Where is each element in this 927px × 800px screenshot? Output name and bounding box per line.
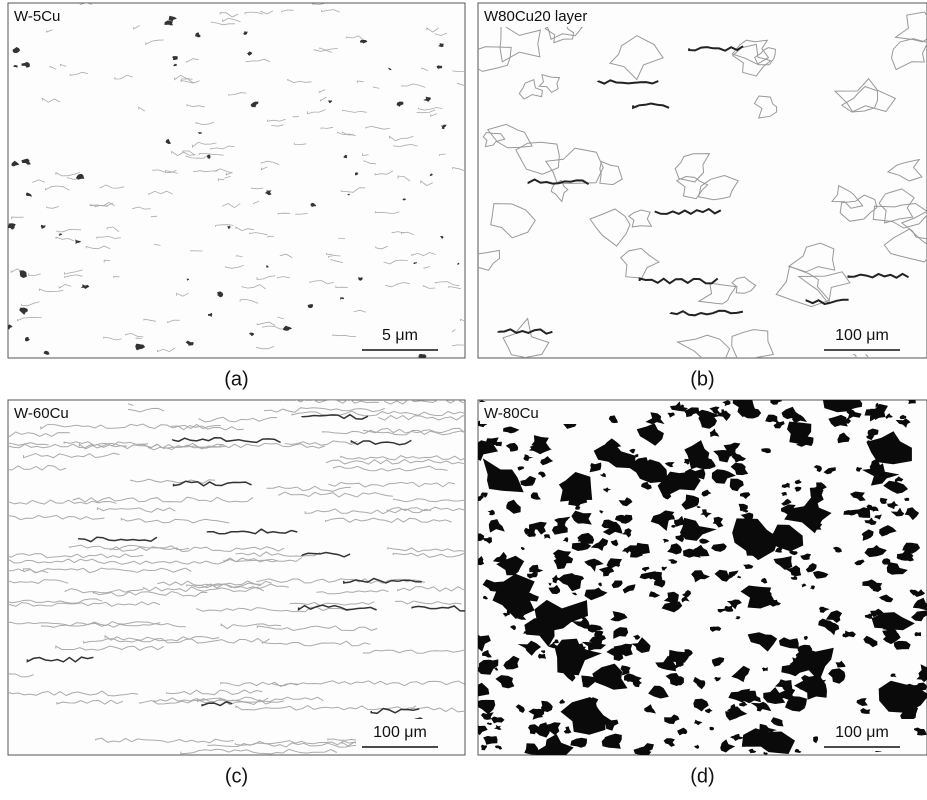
- caption: (b): [690, 368, 714, 390]
- scale-bar-label: 100 μm: [835, 327, 889, 344]
- panel-label: W-60Cu: [14, 405, 69, 422]
- caption: (a): [224, 368, 248, 390]
- caption: (c): [225, 765, 248, 787]
- scale-bar-label: 100 μm: [373, 724, 427, 741]
- panel-label: W-80Cu: [484, 405, 539, 422]
- texture: [915, 632, 922, 636]
- micrograph: [478, 3, 927, 358]
- panel-label: W80Cu20 layer: [484, 8, 587, 25]
- texture: [908, 397, 916, 404]
- panel-label: W-5Cu: [14, 8, 60, 25]
- texture: [710, 727, 715, 731]
- panel: W-80Cu 100 μm (d): [465, 388, 927, 788]
- scale-bar-label: 5 μm: [382, 327, 418, 344]
- panel: W80Cu20 layer 100 μm (b): [469, 3, 927, 390]
- micrograph: [8, 3, 465, 358]
- panel: W-5Cu 5 μm (a): [4, 3, 485, 390]
- caption: (d): [690, 765, 714, 787]
- scale-bar-label: 100 μm: [835, 724, 889, 741]
